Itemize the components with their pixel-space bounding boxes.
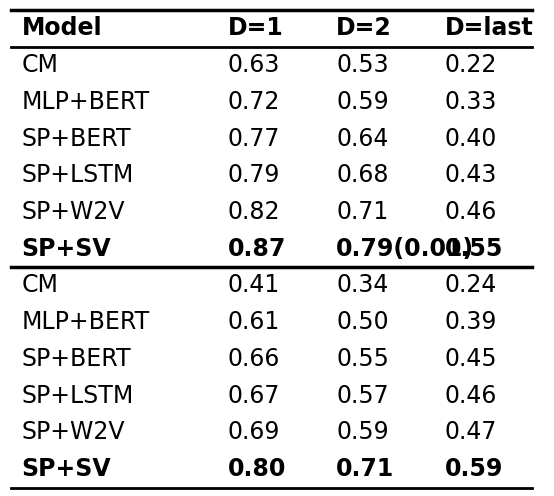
Text: SP+BERT: SP+BERT (22, 347, 131, 371)
Text: 0.77: 0.77 (228, 126, 280, 150)
Text: 0.71: 0.71 (336, 457, 394, 481)
Text: 0.46: 0.46 (445, 200, 497, 224)
Text: 0.59: 0.59 (336, 90, 389, 114)
Text: 0.24: 0.24 (445, 273, 497, 298)
Text: 0.53: 0.53 (336, 53, 389, 77)
Text: 0.87: 0.87 (228, 237, 286, 261)
Text: 0.72: 0.72 (228, 90, 280, 114)
Text: 0.41: 0.41 (228, 273, 280, 298)
Text: SP+BERT: SP+BERT (22, 126, 131, 150)
Text: MLP+BERT: MLP+BERT (22, 90, 150, 114)
Text: 0.40: 0.40 (445, 126, 497, 150)
Text: SP+LSTM: SP+LSTM (22, 163, 134, 187)
Text: 0.59: 0.59 (445, 457, 503, 481)
Text: CM: CM (22, 273, 59, 298)
Text: 0.39: 0.39 (445, 310, 497, 334)
Text: 0.71: 0.71 (336, 200, 388, 224)
Text: 0.33: 0.33 (445, 90, 497, 114)
Text: 0.46: 0.46 (445, 384, 497, 408)
Text: 0.61: 0.61 (228, 310, 280, 334)
Text: 0.69: 0.69 (228, 421, 280, 444)
Text: 0.80: 0.80 (228, 457, 286, 481)
Text: 0.82: 0.82 (228, 200, 280, 224)
Text: 0.55: 0.55 (445, 237, 503, 261)
Text: SP+SV: SP+SV (22, 237, 111, 261)
Text: 0.79(0.01): 0.79(0.01) (336, 237, 474, 261)
Text: SP+SV: SP+SV (22, 457, 111, 481)
Text: 0.43: 0.43 (445, 163, 497, 187)
Text: 0.22: 0.22 (445, 53, 497, 77)
Text: 0.47: 0.47 (445, 421, 497, 444)
Text: SP+LSTM: SP+LSTM (22, 384, 134, 408)
Text: 0.50: 0.50 (336, 310, 389, 334)
Text: 0.45: 0.45 (445, 347, 497, 371)
Text: 0.34: 0.34 (336, 273, 389, 298)
Text: 0.57: 0.57 (336, 384, 389, 408)
Text: 0.68: 0.68 (336, 163, 389, 187)
Text: 0.79: 0.79 (228, 163, 280, 187)
Text: 0.55: 0.55 (336, 347, 389, 371)
Text: Model: Model (22, 16, 102, 40)
Text: MLP+BERT: MLP+BERT (22, 310, 150, 334)
Text: 0.59: 0.59 (336, 421, 389, 444)
Text: SP+W2V: SP+W2V (22, 200, 125, 224)
Text: 0.66: 0.66 (228, 347, 280, 371)
Text: 0.63: 0.63 (228, 53, 280, 77)
Text: D=last: D=last (445, 16, 534, 40)
Text: 0.64: 0.64 (336, 126, 389, 150)
Text: SP+W2V: SP+W2V (22, 421, 125, 444)
Text: D=2: D=2 (336, 16, 392, 40)
Text: 0.67: 0.67 (228, 384, 280, 408)
Text: D=1: D=1 (228, 16, 284, 40)
Text: CM: CM (22, 53, 59, 77)
